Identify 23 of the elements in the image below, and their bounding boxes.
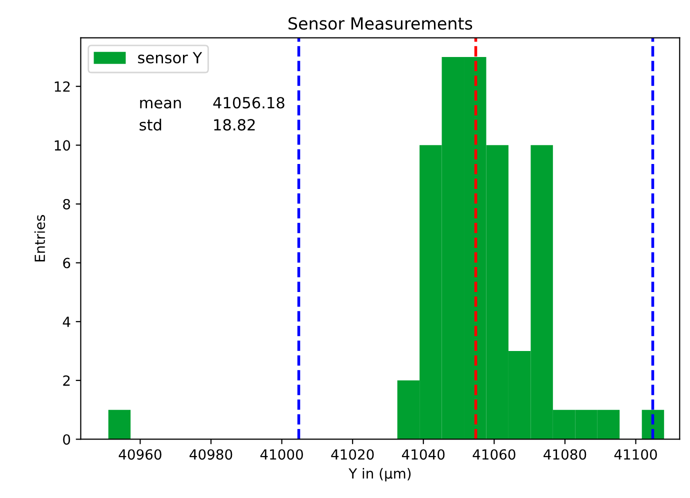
x-tick-label: 41020	[331, 449, 374, 460]
legend-label: sensor Y	[138, 52, 202, 64]
annotation: 41056.18	[213, 96, 284, 109]
annotation: 18.82	[214, 119, 255, 131]
x-tick-label: 41060	[472, 449, 516, 460]
x-tick-label: 40960	[118, 449, 162, 460]
x-tick-label: 40980	[190, 449, 232, 460]
x-tick-label: 41080	[544, 449, 586, 460]
x-tick-label: 41000	[260, 449, 303, 460]
x-axis-title: Y in (µm)	[348, 468, 411, 482]
y-axis-title: Entries	[34, 215, 46, 262]
y-tick-label: 4	[62, 316, 70, 327]
annotation: mean	[140, 100, 181, 109]
y-tick-label: 2	[63, 375, 70, 386]
y-tick-label: 10	[54, 140, 70, 151]
x-tick-label: 41040	[402, 449, 445, 460]
y-tick-label: 6	[63, 258, 70, 268]
annotation: std	[140, 118, 162, 131]
x-tick-label: 41100	[614, 449, 657, 460]
y-tick-label: 0	[63, 434, 70, 445]
y-tick-label: 12	[54, 81, 70, 92]
chart-title: Sensor Measurements	[288, 17, 472, 30]
y-tick-label: 8	[63, 198, 70, 210]
